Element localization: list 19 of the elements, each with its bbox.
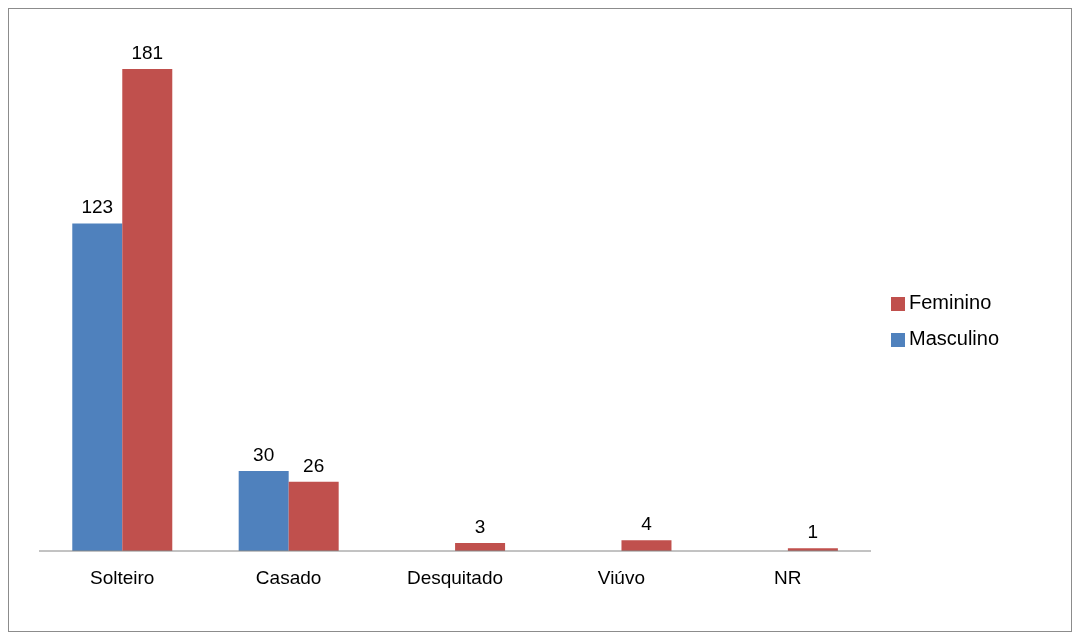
data-label: 26 (303, 454, 325, 476)
x-tick-label: Viúvo (597, 567, 645, 589)
legend-label: Masculino (909, 327, 1000, 349)
data-label: 123 (81, 196, 114, 218)
bar (122, 69, 173, 551)
legend-label: Feminino (909, 291, 992, 313)
bar (72, 223, 123, 551)
bar (288, 481, 339, 551)
data-label: 30 (253, 444, 275, 466)
x-tick-label: Solteiro (89, 567, 155, 589)
data-label: 181 (131, 42, 164, 63)
x-tick-label: NR (774, 567, 802, 589)
bar (621, 540, 672, 551)
data-label: 4 (641, 513, 653, 535)
data-label: 3 (474, 516, 486, 538)
x-tick-label: Desquitado (406, 567, 504, 589)
bar (238, 471, 289, 551)
x-tick-label: Casado (255, 567, 322, 589)
data-label: 1 (807, 521, 819, 543)
